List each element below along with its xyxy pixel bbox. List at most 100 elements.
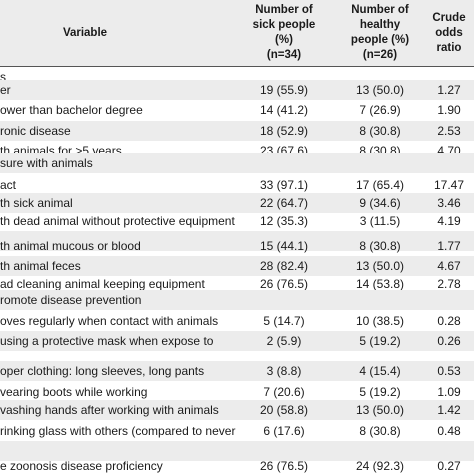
variable-cell: using a protective mask when expose to bbox=[0, 334, 214, 348]
sick-cell: 20 (58.8) bbox=[259, 403, 309, 417]
table-row: th dead animal without protective equipm… bbox=[0, 211, 474, 231]
table-row: ower than bachelor degree 14 (41.2) 7 (2… bbox=[0, 100, 474, 120]
sick-cell: 26 (76.5) bbox=[259, 459, 309, 473]
table-row bbox=[0, 231, 474, 251]
odds-cell: 0.48 bbox=[437, 424, 461, 438]
header-crude-odds-ratio: Crude odds ratio bbox=[432, 11, 466, 54]
odds-cell: 2.53 bbox=[437, 124, 461, 138]
odds-cell: 0.26 bbox=[437, 334, 461, 348]
healthy-cell bbox=[338, 290, 422, 310]
sick-cell: 19 (55.9) bbox=[259, 83, 309, 97]
healthy-cell: 9 (34.6) bbox=[359, 196, 401, 210]
variable-cell: oper clothing: long sleeves, long pants bbox=[0, 364, 205, 378]
sick-cell: 7 (20.6) bbox=[263, 385, 305, 399]
table-row: ronic disease 18 (52.9) 8 (30.8) 2.53 bbox=[0, 121, 474, 141]
variable-cell: th animal feces bbox=[0, 259, 81, 273]
table-row: romote disease prevention bbox=[0, 290, 474, 310]
variable-cell: e zoonosis disease proficiency bbox=[0, 459, 163, 473]
table-row: er 19 (55.9) 13 (50.0) 1.27 bbox=[0, 80, 474, 100]
table-row: sure with animals bbox=[0, 153, 474, 173]
odds-cell: 0.27 bbox=[437, 459, 461, 473]
table-row: th animal feces 28 (82.4) 13 (50.0) 4.67 bbox=[0, 256, 474, 276]
variable-cell: oves regularly when contact with animals bbox=[0, 314, 219, 328]
variable-cell: sure with animals bbox=[0, 156, 93, 170]
table-header: Variable Number of sick people (%) (n=34… bbox=[0, 0, 474, 66]
odds-cell: 1.27 bbox=[437, 83, 461, 97]
table-row: using a protective mask when expose to 2… bbox=[0, 331, 474, 351]
variable-cell: ronic disease bbox=[0, 124, 71, 138]
header-healthy-people: Number of healthy people (%) (n=26) bbox=[350, 4, 410, 61]
variable-cell: rinking glass with others (compared to n… bbox=[0, 424, 236, 438]
header-divider bbox=[0, 66, 474, 67]
table-row: vearing boots while working 7 (20.6) 5 (… bbox=[0, 382, 474, 402]
variable-cell: act bbox=[0, 178, 17, 192]
odds-cell: 4.67 bbox=[437, 259, 461, 273]
odds-cell: 2.78 bbox=[437, 277, 461, 291]
healthy-cell: 13 (50.0) bbox=[355, 403, 405, 417]
healthy-cell: 4 (15.4) bbox=[359, 364, 401, 378]
table-row: act 33 (97.1) 17 (65.4) 17.47 bbox=[0, 175, 474, 195]
sick-cell: 26 (76.5) bbox=[259, 277, 309, 291]
healthy-cell bbox=[338, 153, 422, 173]
sick-cell: 22 (64.7) bbox=[259, 196, 309, 210]
sick-cell: 12 (35.3) bbox=[259, 214, 309, 228]
odds-cell: 17.47 bbox=[433, 178, 465, 192]
sick-cell bbox=[234, 290, 334, 310]
variable-cell: ower than bachelor degree bbox=[0, 103, 143, 117]
table-row: oper clothing: long sleeves, long pants … bbox=[0, 361, 474, 381]
healthy-cell: 17 (65.4) bbox=[355, 178, 405, 192]
healthy-cell: 13 (50.0) bbox=[355, 259, 405, 273]
odds-cell: 1.42 bbox=[437, 403, 461, 417]
variable-cell: th animal mucous or blood bbox=[0, 239, 141, 253]
odds-cell: 1.90 bbox=[437, 103, 461, 117]
variable-cell: th dead animal without protective equipm… bbox=[0, 214, 235, 228]
healthy-cell: 5 (19.2) bbox=[359, 334, 401, 348]
odds-cell: 0.28 bbox=[437, 314, 461, 328]
sick-cell bbox=[234, 153, 334, 173]
sick-cell: 18 (52.9) bbox=[259, 124, 309, 138]
table-row: rinking glass with others (compared to n… bbox=[0, 421, 474, 441]
header-sick-people: Number of sick people (%) (n=34) bbox=[252, 4, 316, 61]
odds-cell: 4.19 bbox=[437, 214, 461, 228]
table-row bbox=[0, 441, 474, 461]
table-row: e zoonosis disease proficiency 26 (76.5)… bbox=[0, 456, 474, 476]
table-row: th sick animal 22 (64.7) 9 (34.6) 3.46 bbox=[0, 193, 474, 213]
odds-cell: 3.46 bbox=[437, 196, 461, 210]
sick-cell: 15 (44.1) bbox=[259, 239, 309, 253]
sick-cell: 14 (41.2) bbox=[259, 103, 309, 117]
variable-cell: romote disease prevention bbox=[0, 293, 142, 307]
table-row: oves regularly when contact with animals… bbox=[0, 311, 474, 331]
healthy-cell: 14 (53.8) bbox=[355, 277, 405, 291]
odds-cell: 0.53 bbox=[437, 364, 461, 378]
healthy-cell: 24 (92.3) bbox=[355, 459, 405, 473]
variable-cell: th sick animal bbox=[0, 196, 73, 210]
sick-cell: 2 (5.9) bbox=[266, 334, 302, 348]
odds-cell bbox=[424, 153, 474, 173]
healthy-cell: 8 (30.8) bbox=[359, 239, 401, 253]
table-row: ad cleaning animal keeping equipment 26 … bbox=[0, 274, 474, 294]
sick-cell: 6 (17.6) bbox=[263, 424, 305, 438]
table-row: s bbox=[0, 67, 474, 87]
healthy-cell: 8 (30.8) bbox=[359, 424, 401, 438]
healthy-cell: 10 (38.5) bbox=[355, 314, 405, 328]
variable-cell: s bbox=[0, 70, 6, 84]
variable-cell: ad cleaning animal keeping equipment bbox=[0, 277, 205, 291]
sick-cell: 3 (8.8) bbox=[266, 364, 302, 378]
sick-cell: 28 (82.4) bbox=[259, 259, 309, 273]
healthy-cell: 8 (30.8) bbox=[359, 124, 401, 138]
odds-cell: 1.77 bbox=[437, 239, 461, 253]
odds-cell bbox=[424, 290, 474, 310]
healthy-cell: 7 (26.9) bbox=[359, 103, 401, 117]
header-variable: Variable bbox=[62, 26, 108, 39]
sick-cell: 33 (97.1) bbox=[259, 178, 309, 192]
variable-cell: vashing hands after working with animals bbox=[0, 403, 219, 417]
healthy-cell: 3 (11.5) bbox=[359, 214, 401, 228]
healthy-cell: 13 (50.0) bbox=[355, 83, 405, 97]
healthy-cell: 5 (19.2) bbox=[359, 385, 401, 399]
variable-cell: vearing boots while working bbox=[0, 385, 148, 399]
sick-cell: 5 (14.7) bbox=[263, 314, 305, 328]
odds-cell: 1.09 bbox=[437, 385, 461, 399]
variable-cell: er bbox=[0, 83, 11, 97]
table-row: vashing hands after working with animals… bbox=[0, 400, 474, 420]
table-row: th animal mucous or blood 15 (44.1) 8 (3… bbox=[0, 236, 474, 256]
